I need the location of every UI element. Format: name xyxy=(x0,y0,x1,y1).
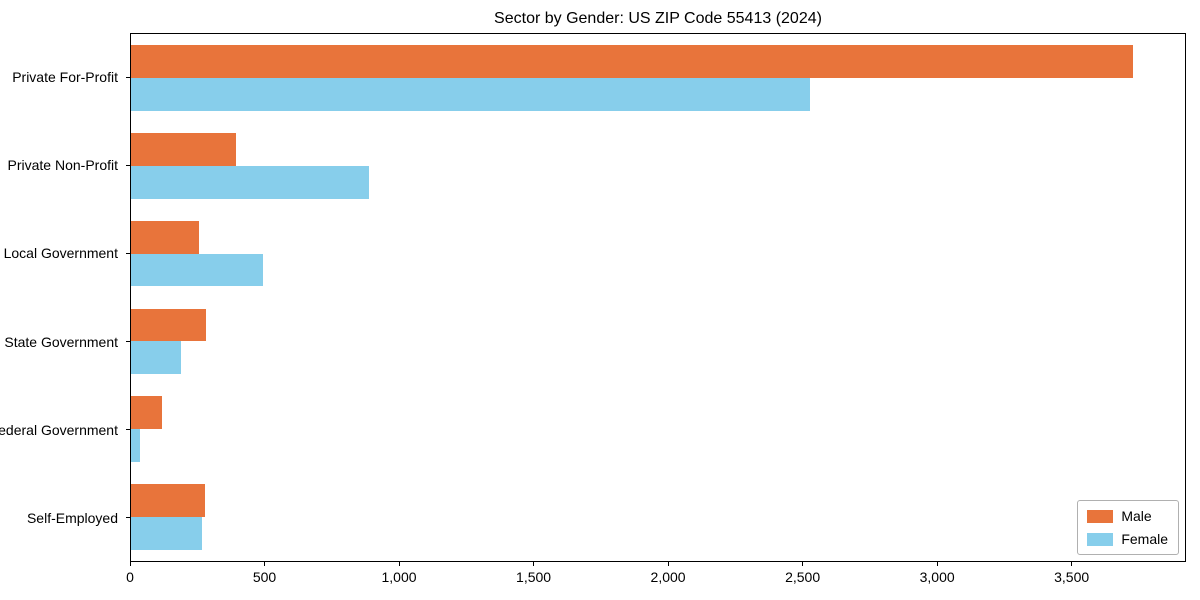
x-tick-label: 3,000 xyxy=(919,569,955,585)
chart-title: Sector by Gender: US ZIP Code 55413 (202… xyxy=(494,10,822,27)
x-tick-mark xyxy=(667,562,669,566)
y-tick-label: State Government xyxy=(4,333,118,350)
chart-row xyxy=(131,122,1185,210)
bar-female-self-employed xyxy=(131,517,203,550)
x-tick-mark xyxy=(936,562,938,566)
bar-male-private-for-profit xyxy=(131,45,1133,78)
chart-row xyxy=(131,298,1185,386)
y-tick-label: Private Non-Profit xyxy=(7,157,118,174)
legend-label: Male xyxy=(1121,508,1152,524)
x-tick-label: 0 xyxy=(126,569,134,585)
legend-label: Female xyxy=(1121,531,1168,547)
x-tick-mark xyxy=(264,562,266,566)
x-tick-mark xyxy=(129,562,131,566)
chart-row xyxy=(131,473,1185,561)
y-tick-mark xyxy=(126,252,130,254)
y-tick-mark xyxy=(126,429,130,431)
legend-swatch-female xyxy=(1087,532,1114,546)
legend-swatch-male xyxy=(1087,509,1114,523)
bar-female-federal-government xyxy=(131,429,141,463)
y-tick-mark xyxy=(126,76,130,78)
y-tick-label: Federal Government xyxy=(0,421,118,438)
y-tick-label: Private For-Profit xyxy=(12,69,118,86)
y-axis: Private For-Profit Private Non-Profit Loca… xyxy=(0,33,130,562)
bar-male-local-government xyxy=(131,220,200,254)
x-tick-label: 2,000 xyxy=(650,569,686,585)
bar-male-private-non-profit xyxy=(131,132,236,166)
chart-row xyxy=(131,385,1185,473)
y-tick-mark xyxy=(126,341,130,343)
y-tick-mark xyxy=(126,164,130,166)
bar-male-self-employed xyxy=(131,484,205,518)
y-tick-label: Self-Employed xyxy=(26,509,118,526)
x-tick-mark xyxy=(802,562,804,566)
legend: Male Female xyxy=(1077,500,1179,555)
legend-item-female: Female xyxy=(1087,531,1168,547)
y-tick-mark xyxy=(126,517,130,519)
bar-male-state-government xyxy=(131,308,207,342)
plot-area: Male Female xyxy=(130,33,1186,562)
x-axis: 0 500 1,000 1,500 2,000 2,500 3,000 3,500 xyxy=(126,562,1186,592)
chart-row xyxy=(131,34,1185,122)
legend-item-male: Male xyxy=(1087,508,1168,524)
bar-female-private-for-profit xyxy=(131,77,811,111)
x-tick-label: 500 xyxy=(252,569,277,585)
x-tick-mark xyxy=(533,562,535,566)
x-tick-label: 2,500 xyxy=(785,569,821,585)
bar-male-federal-government xyxy=(131,396,162,430)
bar-female-private-non-profit xyxy=(131,165,369,199)
chart-row xyxy=(131,210,1185,298)
y-tick-label: Local Government xyxy=(3,245,118,262)
bar-female-local-government xyxy=(131,253,263,287)
x-tick-label: 1,500 xyxy=(516,569,552,585)
x-tick-mark xyxy=(398,562,400,566)
bar-female-state-government xyxy=(131,341,181,375)
x-tick-label: 1,000 xyxy=(381,569,417,585)
x-tick-mark xyxy=(1071,562,1073,566)
x-tick-label: 3,500 xyxy=(1054,569,1090,585)
